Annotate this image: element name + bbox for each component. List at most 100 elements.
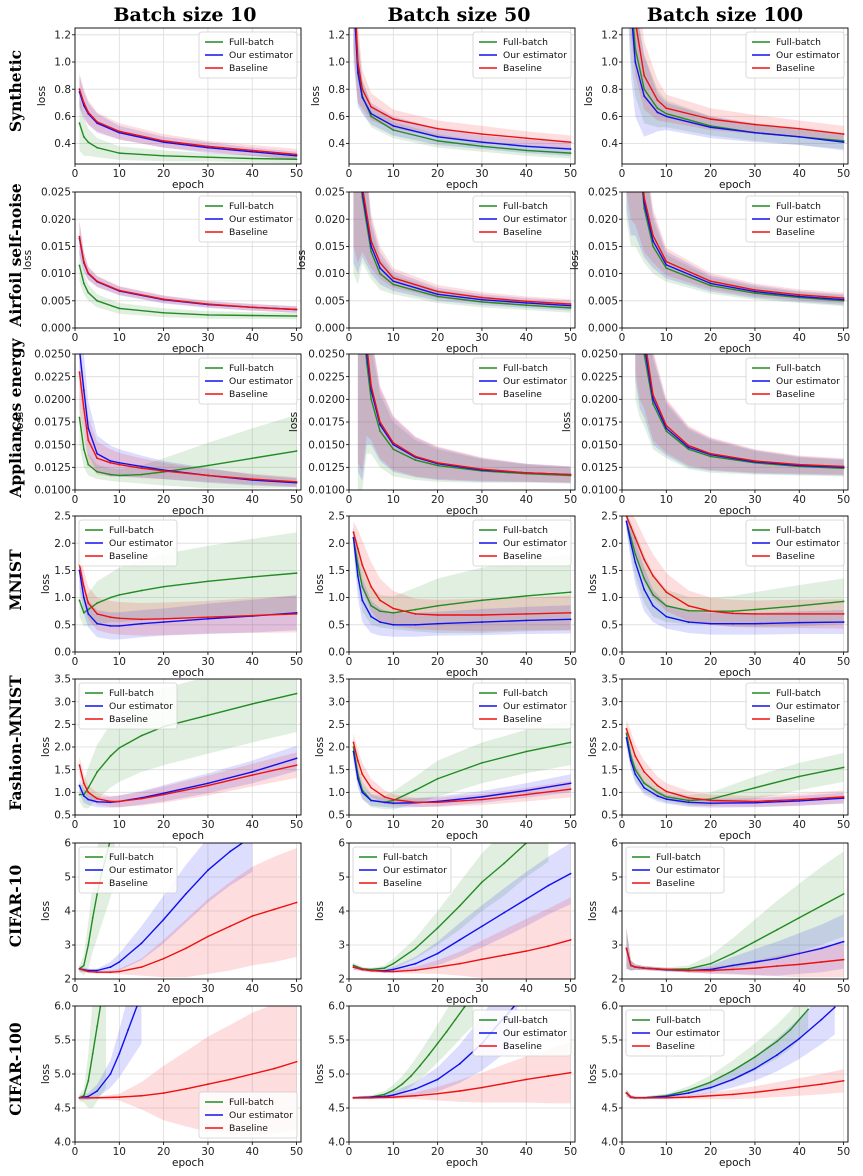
point-full-batch — [634, 553, 637, 555]
point-baseline — [643, 558, 646, 561]
x-axis-label: epoch — [172, 343, 204, 355]
y-tick-label: 3.5 — [601, 674, 618, 686]
legend-label: Full-batch — [229, 37, 274, 48]
band-baseline — [79, 752, 297, 808]
legend: Full-batch Our estimator Baseline — [472, 31, 572, 79]
point-full-batch — [458, 905, 461, 907]
x-tick-label: 30 — [201, 1146, 214, 1158]
band-our-estimator — [353, 28, 571, 156]
point-full-batch — [78, 599, 81, 602]
x-tick-label: 10 — [660, 656, 673, 668]
point-full-batch — [709, 125, 712, 127]
x-tick-label: 50 — [290, 494, 303, 506]
x-tick-label: 40 — [246, 168, 259, 180]
point-full-batch — [370, 250, 373, 253]
band-full-batch — [357, 354, 571, 490]
band-baseline — [353, 1042, 571, 1104]
y-axis-label: loss — [22, 250, 34, 270]
point-our-estimator — [392, 125, 395, 127]
point-full-batch — [392, 962, 395, 965]
point-our-estimator — [141, 992, 143, 994]
band-our-estimator — [353, 526, 571, 637]
panel-r1c0: 0 10 20 30 40 50 0.000 0.005 0.010 0.015 0.020 0.02… — [22, 187, 303, 355]
y-tick-label: 0.025 — [315, 187, 345, 199]
point-baseline — [352, 531, 355, 534]
legend-label: Full-batch — [503, 525, 548, 536]
point-our-estimator — [87, 1095, 90, 1098]
x-tick-label: 10 — [113, 819, 126, 831]
y-tick-label: 2 — [611, 974, 618, 986]
x-tick-label: 10 — [660, 819, 673, 831]
point-baseline — [798, 293, 801, 296]
y-tick-label: 0.0200 — [581, 394, 618, 406]
point-our-estimator — [370, 615, 373, 618]
point-our-estimator — [87, 427, 90, 430]
y-tick-label: 2.5 — [601, 719, 618, 731]
x-tick-label: 0 — [346, 494, 353, 506]
x-axis-label: epoch — [446, 505, 478, 517]
y-tick-label: 2.0 — [328, 742, 345, 754]
x-tick-label: 50 — [837, 656, 850, 668]
y-tick-label: 5 — [64, 872, 71, 884]
point-full-batch — [569, 591, 572, 594]
line-full-batch — [353, 843, 528, 971]
x-tick-label: 0 — [72, 332, 79, 344]
legend-label: Baseline — [229, 63, 268, 74]
point-baseline — [634, 1096, 637, 1099]
legend-label: Full-batch — [503, 688, 548, 699]
y-tick-label: 0.005 — [41, 295, 71, 307]
point-baseline — [798, 463, 801, 466]
point-full-batch — [96, 299, 99, 302]
point-our-estimator — [754, 801, 756, 804]
x-tick-label: 20 — [704, 983, 717, 995]
point-baseline — [754, 1091, 756, 1094]
x-tick-label: 0 — [619, 494, 626, 506]
point-full-batch — [709, 962, 712, 965]
point-baseline — [731, 612, 734, 615]
y-tick-label: 0.020 — [315, 214, 345, 226]
y-axis-label: loss — [40, 1064, 52, 1084]
point-full-batch — [436, 777, 439, 780]
legend-label: Our estimator — [503, 214, 567, 225]
point-baseline — [96, 797, 99, 800]
col-title-batch-50: Batch size 50 — [388, 4, 531, 26]
point-full-batch — [687, 448, 690, 451]
x-tick-label: 30 — [748, 168, 761, 180]
y-tick-label: 0.0125 — [34, 462, 71, 474]
y-axis-label: loss — [587, 737, 599, 757]
point-full-batch — [295, 158, 298, 161]
line-full-batch — [625, 521, 844, 612]
legend-label: Our estimator — [229, 50, 293, 61]
point-baseline — [184, 947, 187, 950]
point-baseline — [162, 470, 165, 472]
legend-box — [78, 682, 178, 730]
legend-label: Full-batch — [229, 1097, 274, 1108]
band-full-batch — [353, 28, 571, 159]
x-tick-label: 20 — [704, 656, 717, 668]
point-baseline — [82, 101, 85, 104]
legend-label: Our estimator — [776, 701, 840, 712]
x-tick-label: 0 — [619, 1146, 626, 1158]
point-baseline — [436, 290, 439, 293]
legend-label: Our estimator — [109, 865, 173, 876]
y-tick-label: 5.0 — [328, 1069, 345, 1081]
legend: Full-batch Our estimator Baseline — [625, 1009, 725, 1057]
legend-label: Full-batch — [776, 525, 821, 536]
point-our-estimator — [625, 737, 628, 739]
panel-r1c2: 0 10 20 30 40 50 0.000 0.005 0.010 0.015 0.020 0.02… — [569, 187, 850, 355]
x-tick-label: 20 — [157, 656, 170, 668]
panel-r2c2: 0 10 20 30 40 500.01000.01250.01500.01750.020… — [561, 349, 850, 517]
y-axis-label: loss — [587, 1064, 599, 1084]
axes-frame — [621, 515, 849, 653]
point-our-estimator — [207, 146, 209, 149]
legend-label: Full-batch — [656, 1015, 701, 1026]
x-tick-label: 0 — [619, 332, 626, 344]
y-tick-label: 0.5 — [601, 810, 618, 822]
y-tick-label: 2.0 — [601, 742, 618, 754]
point-full-batch — [78, 122, 81, 125]
y-tick-label: 3 — [338, 940, 345, 952]
legend-box — [472, 682, 572, 730]
point-our-estimator — [82, 596, 85, 599]
line-our-estimator — [642, 192, 844, 301]
point-our-estimator — [96, 452, 99, 455]
